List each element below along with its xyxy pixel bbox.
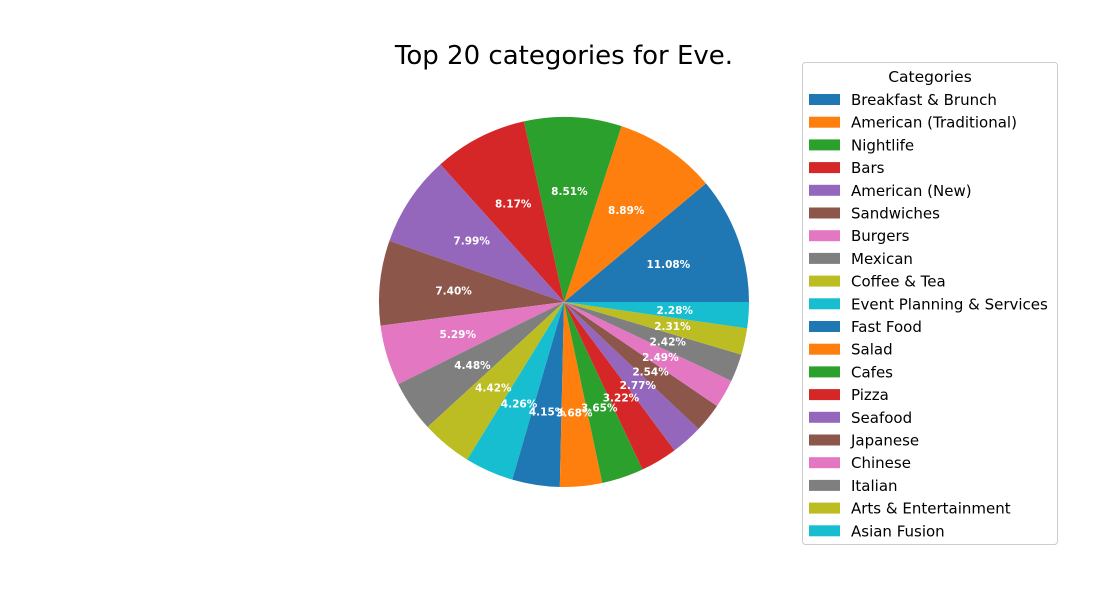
legend-label: Coffee & Tea [851,273,946,291]
legend-label: Seafood [851,409,912,427]
legend-label: Fast Food [851,318,922,336]
legend-box [802,62,1058,545]
slice-percent-label: 4.26% [501,398,538,410]
legend-swatch [809,252,840,264]
legend-label: Chinese [851,454,911,472]
legend-swatch [809,230,840,242]
pie-slice [467,302,564,480]
legend-label: American (New) [851,182,972,200]
pie-slice [564,183,749,302]
pie-slice [512,302,564,487]
legend-swatch [809,184,840,196]
slice-percent-label: 3.65% [581,402,618,414]
legend-label: Mexican [851,250,913,268]
slice-percent-label: 3.68% [556,408,593,420]
pie-slice [389,164,564,302]
pie-slice [427,302,564,460]
legend-swatch [809,275,840,287]
legend-label: Cafes [851,363,893,381]
pie-slice [564,126,706,302]
chart-title: Top 20 categories for Eve. [394,41,733,71]
pie-slice [564,302,675,470]
legend-label: Salad [851,341,893,359]
legend-swatch [809,343,840,355]
legend-swatch [809,411,840,423]
legend-label: Italian [851,477,898,495]
pie-percent-labels: 11.08% 8.89% 8.51% 8.17% 7.99% 7.40% 5.29% 4.48… [435,186,693,419]
pie-slice [564,302,718,429]
slice-percent-label: 7.40% [435,285,472,297]
slice-percent-label: 8.51% [551,186,588,198]
pie-slice [380,302,564,385]
legend-swatch [809,207,840,219]
legend-items: Breakfast & Brunch American (Traditional)… [809,91,1048,540]
legend-swatch [809,457,840,469]
slice-percent-label: 3.22% [603,392,640,404]
legend-label: Sandwiches [851,205,940,223]
slice-percent-label: 4.15% [529,407,566,419]
legend-label: Burgers [851,227,910,245]
legend-swatch [809,502,840,514]
legend-label: Japanese [850,432,919,450]
legend-label: Asian Fusion [851,522,945,540]
legend-label: Pizza [851,386,889,404]
legend-label: Event Planning & Services [851,295,1048,313]
slice-percent-label: 2.54% [632,367,669,379]
pie-slice [564,302,742,381]
slice-percent-label: 2.31% [654,321,691,333]
slice-percent-label: 2.42% [649,337,686,349]
legend-swatch [809,162,840,174]
legend-swatch [809,298,840,310]
slice-percent-label: 8.17% [495,198,532,210]
pie-slice [564,302,748,355]
slice-percent-label: 5.29% [440,329,477,341]
legend-swatch [809,389,840,401]
slice-percent-label: 2.77% [620,380,657,392]
legend-label: Breakfast & Brunch [851,91,997,109]
legend-label: American (Traditional) [851,114,1017,132]
legend-swatch [809,139,840,151]
legend-swatch [809,434,840,446]
legend-title: Categories [888,68,972,86]
legend: Categories Breakfast & Brunch American (T… [802,62,1058,545]
slice-percent-label: 4.48% [454,360,491,372]
legend-swatch [809,116,840,128]
pie-slice [564,302,749,329]
legend-label: Nightlife [851,136,914,154]
legend-swatch [809,525,840,537]
slice-percent-label: 2.49% [642,352,679,364]
legend-label: Arts & Entertainment [851,500,1011,518]
pie-slice [559,302,603,487]
pie-slices [378,117,749,487]
slice-percent-label: 4.42% [475,383,512,395]
slice-percent-label: 2.28% [656,305,693,317]
pie-slice [564,302,732,406]
pie-slice [564,302,699,451]
slice-percent-label: 7.99% [453,235,490,247]
pie-slice [378,240,564,326]
pie-slice [523,117,622,303]
legend-swatch [809,366,840,378]
legend-swatch [809,321,840,332]
legend-swatch [809,479,840,491]
pie-slice [564,302,643,483]
slice-percent-label: 11.08% [646,259,690,271]
legend-label: Bars [851,159,885,177]
pie-slice [398,302,564,428]
legend-swatch [809,94,840,105]
slice-percent-label: 8.89% [608,205,645,217]
pie-slice [440,121,564,302]
